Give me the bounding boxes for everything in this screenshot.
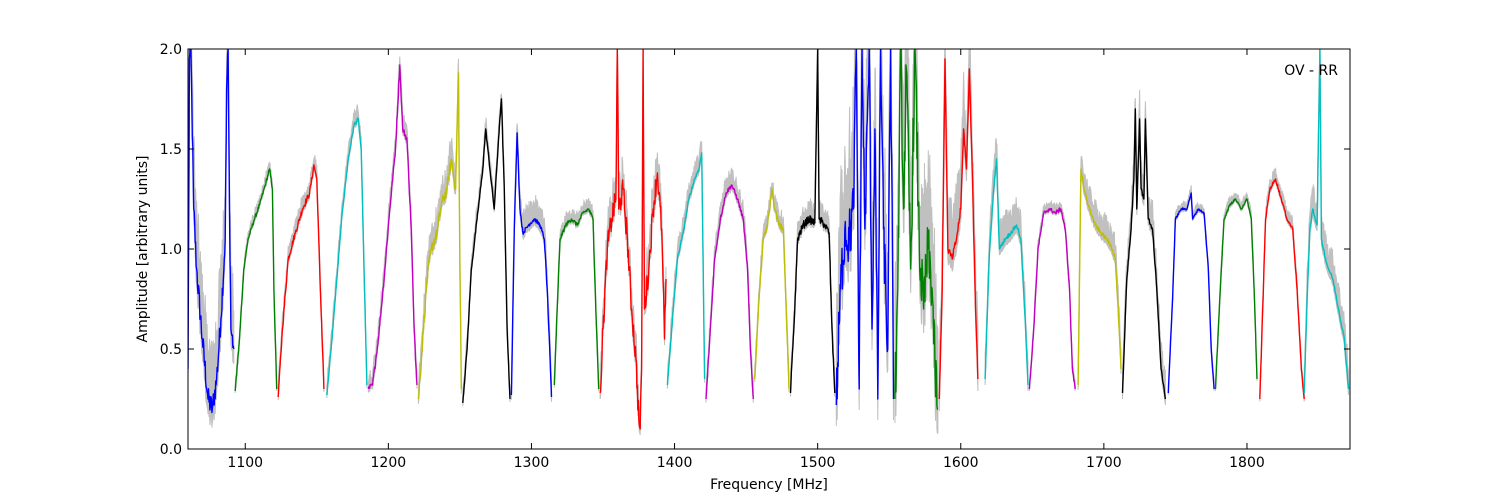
subband-line-19: [1028, 207, 1076, 390]
subband-line-8: [510, 132, 553, 398]
series-line-layer: [188, 49, 1350, 430]
x-tick-label: 1800: [1229, 455, 1265, 471]
subband-line-23: [1214, 198, 1258, 390]
subband-line-16: [894, 49, 939, 410]
x-tick-label: 1300: [514, 455, 550, 471]
x-axis-label: Frequency [MHz]: [710, 477, 828, 493]
x-tick-label: 1100: [227, 455, 263, 471]
subband-line-22: [1167, 192, 1215, 394]
subband-line-21: [1121, 108, 1167, 400]
subband-line-6: [417, 72, 462, 400]
subband-line-7: [462, 98, 511, 404]
subband-line-2: [234, 168, 278, 392]
x-tick-label: 1700: [1086, 455, 1122, 471]
y-tick-label: 1.0: [160, 242, 182, 258]
y-tick-label: 1.5: [160, 142, 182, 158]
envelope-band-9: [553, 197, 600, 392]
envelope-band-8: [510, 123, 552, 402]
subband-line-13: [754, 188, 790, 390]
subband-line-9: [553, 208, 600, 390]
subband-line-15: [835, 49, 895, 406]
x-tick-label: 1400: [657, 455, 693, 471]
envelope-band-12: [705, 167, 754, 403]
subband-line-5: [367, 64, 418, 390]
subband-line-4: [326, 117, 368, 396]
panel-annotation: OV - RR: [1284, 63, 1338, 79]
subband-line-14: [789, 49, 836, 394]
subband-line-25: [1303, 49, 1350, 394]
subband-line-11: [666, 152, 706, 386]
y-tick-label: 0.5: [160, 342, 182, 358]
subband-line-12: [705, 184, 754, 400]
subband-line-3: [277, 164, 325, 398]
subband-line-10: [599, 49, 667, 430]
envelope-band-11: [666, 140, 706, 389]
envelope-band-24: [1259, 167, 1305, 402]
axis-ticks: 1100 1200 1300 1400 1500 1600 1700 1800 0.0 0.5 1.…: [160, 42, 1350, 471]
x-tick-label: 1600: [943, 455, 979, 471]
x-tick-label: 1200: [371, 455, 407, 471]
x-tick-label: 1500: [800, 455, 836, 471]
subband-line-20: [1077, 168, 1122, 386]
subband-line-1: [188, 49, 235, 414]
y-tick-label: 0.0: [160, 442, 182, 458]
subband-line-17: [938, 58, 979, 400]
y-axis-label: Amplitude [arbitrary units]: [135, 156, 151, 343]
envelope-band-3: [277, 155, 325, 401]
subband-line-24: [1259, 178, 1305, 400]
envelope-band-22: [1167, 185, 1215, 395]
subband-line-18: [984, 158, 1029, 386]
y-tick-label: 2.0: [160, 42, 182, 58]
